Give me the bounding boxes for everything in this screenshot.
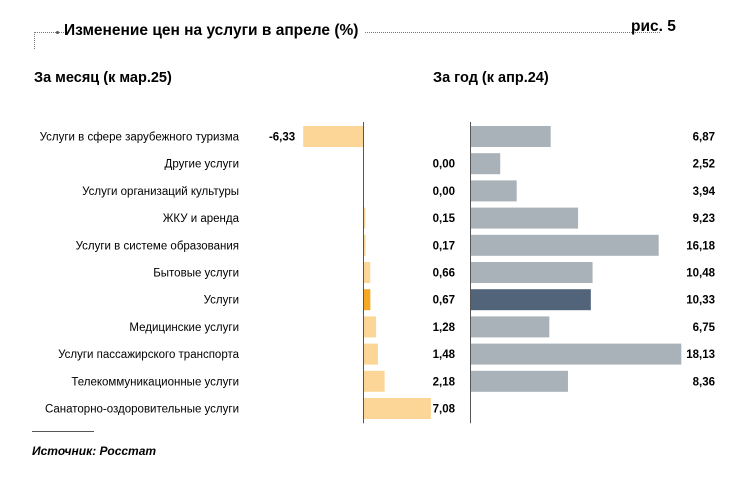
chart-header: Изменение цен на услуги в апреле (%) bbox=[34, 22, 724, 52]
year-bar bbox=[471, 126, 551, 147]
month-value-label: -6,33 bbox=[269, 132, 295, 144]
title-bullet-icon bbox=[56, 31, 59, 34]
category-label: Бытовые услуги bbox=[153, 268, 239, 280]
year-value-label: 16,18 bbox=[686, 240, 715, 252]
category-label: Другие услуги bbox=[165, 159, 239, 171]
category-label: Услуги пассажирского транспорта bbox=[58, 349, 239, 361]
year-bar bbox=[471, 370, 568, 392]
category-label: Услуги в сфере зарубежного туризма bbox=[40, 132, 240, 144]
year-bar bbox=[471, 207, 579, 229]
category-label: Медицинские услуги bbox=[129, 322, 239, 334]
chart-title: Изменение цен на услуги в апреле (%) bbox=[64, 22, 365, 40]
year-bar bbox=[471, 262, 593, 283]
month-value-label: 0,00 bbox=[433, 186, 455, 198]
source-divider bbox=[32, 431, 94, 432]
category-label: ЖКУ и аренда bbox=[163, 213, 240, 225]
category-label: Услуги bbox=[204, 295, 239, 307]
year-value-label: 18,13 bbox=[686, 349, 715, 361]
month-bar bbox=[364, 343, 378, 365]
month-value-label: 1,28 bbox=[433, 322, 456, 334]
month-bar bbox=[364, 370, 385, 392]
month-bar bbox=[364, 262, 371, 283]
source-note: Источник: Росстат bbox=[32, 444, 157, 458]
month-value-label: 0,67 bbox=[433, 295, 455, 307]
year-bar bbox=[471, 234, 659, 256]
month-value-label: 0,15 bbox=[433, 213, 456, 225]
year-bar bbox=[471, 343, 682, 365]
year-panel-title: За год (к апр.24) bbox=[433, 70, 549, 86]
year-value-label: 3,94 bbox=[693, 186, 716, 198]
month-bar bbox=[364, 316, 377, 338]
month-panel-title: За месяц (к мар.25) bbox=[34, 70, 172, 86]
month-bar bbox=[364, 289, 371, 311]
year-bar bbox=[471, 180, 517, 202]
month-value-label: 2,18 bbox=[433, 376, 456, 388]
year-bar bbox=[471, 289, 591, 311]
category-label: Услуги в системе образования bbox=[76, 240, 239, 252]
figure-label: рис. 5 bbox=[631, 18, 676, 35]
category-label: Услуги организаций культуры bbox=[82, 186, 239, 198]
year-value-label: 2,52 bbox=[693, 159, 715, 171]
month-bar bbox=[364, 234, 366, 256]
month-value-label: 1,48 bbox=[433, 349, 456, 361]
month-bar bbox=[303, 126, 363, 147]
category-label: Санаторно-оздоровительные услуги bbox=[45, 404, 239, 416]
month-value-label: 0,66 bbox=[433, 268, 455, 280]
year-bar bbox=[471, 316, 550, 338]
year-bar bbox=[471, 153, 501, 175]
month-bar bbox=[364, 207, 366, 229]
year-value-label: 9,23 bbox=[693, 213, 715, 225]
year-value-label: 6,87 bbox=[693, 132, 715, 144]
month-value-label: 7,08 bbox=[433, 404, 456, 416]
category-label: Телекоммуникационные услуги bbox=[71, 376, 239, 388]
year-value-label: 6,75 bbox=[693, 322, 716, 334]
month-value-label: 0,00 bbox=[433, 159, 455, 171]
year-value-label: 8,36 bbox=[693, 376, 715, 388]
month-value-label: 0,17 bbox=[433, 240, 455, 252]
year-value-label: 10,48 bbox=[686, 268, 715, 280]
year-value-label: 10,33 bbox=[686, 295, 715, 307]
month-bar bbox=[364, 398, 431, 419]
